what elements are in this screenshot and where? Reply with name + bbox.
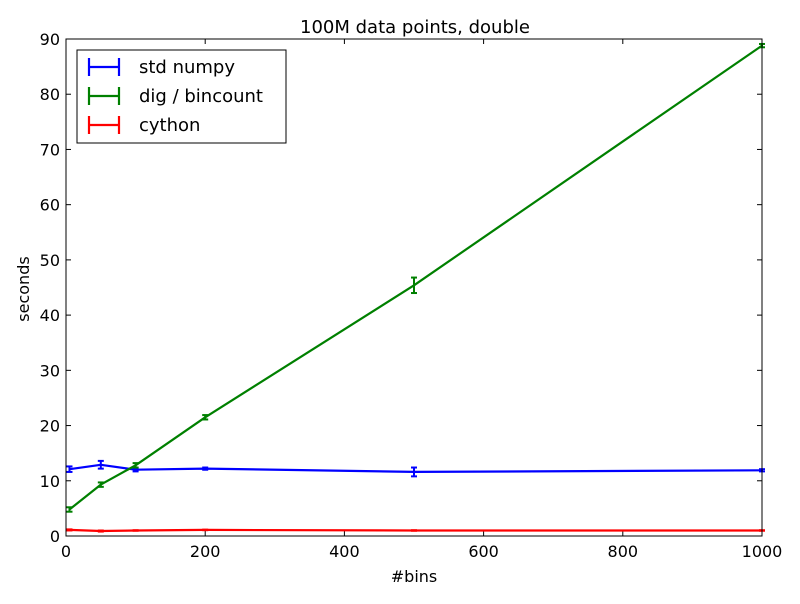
error-bar-cython [411, 529, 417, 532]
y-tick-label: 90 [40, 30, 60, 49]
legend-label: dig / bincount [139, 86, 263, 107]
error-bar-dig-bincount [202, 414, 209, 421]
y-tick-label: 40 [40, 306, 60, 325]
axis-ticks: 0 200 400 600 800 1000 0 10 20 30 40 50 60 70 80 90 [40, 30, 783, 561]
error-bar-std-numpy [202, 466, 209, 471]
y-tick-label: 50 [40, 251, 60, 270]
y-tick-label: 80 [40, 85, 60, 104]
y-tick-label: 70 [40, 140, 60, 159]
error-bar-cython [202, 528, 209, 532]
series-line-cython [69, 528, 762, 533]
plot-frame [65, 38, 763, 537]
series-line-dig-bincount [68, 44, 763, 511]
error-bar-cython [97, 529, 104, 533]
error-bar-cython [132, 529, 139, 532]
y-axis-label: seconds [14, 256, 33, 321]
x-tick-label: 200 [190, 542, 221, 561]
legend-label: std numpy [139, 57, 235, 78]
x-tick-label: 800 [608, 542, 639, 561]
error-bar-std-numpy [97, 459, 104, 470]
chart-title: 100M data points, double [300, 17, 530, 38]
y-tick-label: 10 [40, 472, 60, 491]
error-bar-std-numpy [66, 465, 73, 473]
error-bar-std-numpy [411, 466, 417, 478]
series-line-std-numpy [69, 463, 763, 473]
legend: std numpy dig / bincount cython [76, 49, 287, 144]
legend-entry: cython [87, 115, 200, 136]
y-tick-label: 0 [50, 527, 60, 546]
y-tick-label: 30 [40, 361, 60, 380]
legend-label: cython [139, 115, 200, 136]
error-bar-dig-bincount [132, 462, 139, 469]
y-tick-label: 20 [40, 417, 60, 436]
error-bar-dig-bincount [97, 481, 104, 488]
x-tick-label: 600 [468, 542, 499, 561]
x-tick-label: 0 [61, 542, 71, 561]
x-tick-label: 400 [329, 542, 360, 561]
error-bar-dig-bincount [411, 276, 417, 295]
y-tick-label: 60 [40, 196, 60, 215]
x-axis-label: #bins [391, 567, 437, 586]
x-tick-label: 1000 [742, 542, 783, 561]
error-bar-cython [66, 528, 73, 532]
legend-entry: std numpy [87, 57, 235, 78]
legend-entry: dig / bincount [87, 86, 263, 107]
error-bar-dig-bincount [66, 506, 73, 513]
